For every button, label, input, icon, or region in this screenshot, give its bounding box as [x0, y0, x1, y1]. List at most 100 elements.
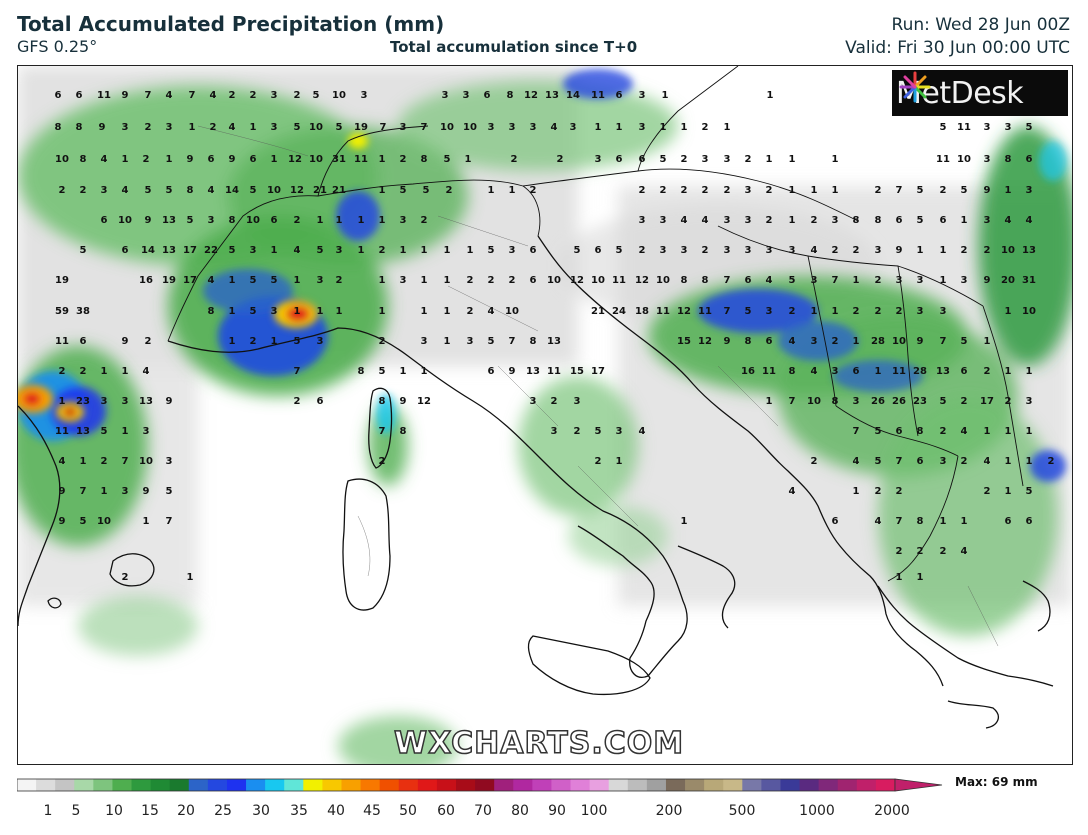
map-value-label: 10 [309, 154, 323, 165]
map-value-label: 3 [766, 245, 773, 256]
map-value-label: 5 [80, 245, 87, 256]
map-value-label: 2 [639, 185, 646, 196]
map-value-label: 3 [442, 90, 449, 101]
map-value-label: 5 [917, 185, 924, 196]
map-value-label: 10 [118, 215, 132, 226]
map-value-label: 1 [421, 366, 428, 377]
map-value-label: 2 [467, 306, 474, 317]
legend-swatch [131, 779, 152, 791]
map-value-label: 2 [745, 154, 752, 165]
map-value-label: 4 [1005, 215, 1012, 226]
legend-swatch [856, 779, 877, 791]
map-value-label: 1 [379, 275, 386, 286]
map-value-label: 2 [574, 426, 581, 437]
map-value-label: 11 [612, 275, 626, 286]
map-value-label: 3 [122, 396, 129, 407]
map-value-label: 5 [1026, 122, 1033, 133]
map-value-label: 11 [547, 366, 561, 377]
map-value-label: 4 [59, 456, 66, 467]
map-value-label: 6 [940, 215, 947, 226]
legend-tick-label: 35 [290, 803, 308, 819]
map-value-label: 6 [208, 154, 215, 165]
legend-swatch [551, 779, 572, 791]
map-value-label: 7 [724, 275, 731, 286]
map-value-label: 2 [595, 456, 602, 467]
map-value-label: 1 [940, 245, 947, 256]
map-value-label: 6 [616, 90, 623, 101]
map-value-label: 4 [488, 306, 495, 317]
map-value-label: 3 [702, 154, 709, 165]
map-value-label: 3 [917, 275, 924, 286]
map-value-label: 2 [143, 154, 150, 165]
map-value-label: 17 [980, 396, 994, 407]
map-value-label: 2 [702, 245, 709, 256]
map-value-label: 1 [444, 306, 451, 317]
value-labels: 6 6 11 9 7 4 7 4 2 2 3 2 5 10 3 3 3 6 8 12 13 14 11 6 3 1 18 8 9 3 2 3 1… [55, 90, 1055, 583]
map-value-label: 9 [143, 486, 150, 497]
wxcharts-watermark: WXCHARTS.COM [393, 725, 685, 762]
precipitation-map: 6 6 11 9 7 4 7 4 2 2 3 2 5 10 3 3 3 6 8 12 13 14 11 6 3 1 1 8 8 9 3 2 3 1… [17, 65, 1073, 765]
legend-tick-label: 10 [105, 803, 123, 819]
map-value-label: 1 [616, 122, 623, 133]
map-value-label: 4 [229, 122, 236, 133]
map-value-label: 28 [913, 366, 927, 377]
map-value-label: 12 [677, 306, 691, 317]
map-value-label: 7 [379, 426, 386, 437]
map-value-label: 14 [141, 245, 155, 256]
map-value-label: 12 [290, 185, 304, 196]
max-value-label: Max: 69 mm [955, 775, 1038, 789]
map-value-label: 13 [1022, 245, 1036, 256]
map-value-label: 2 [961, 245, 968, 256]
map-value-label: 3 [509, 122, 516, 133]
map-value-label: 5 [145, 185, 152, 196]
map-value-label: 1 [509, 185, 516, 196]
map-value-label: 5 [229, 245, 236, 256]
map-value-label: 1 [400, 366, 407, 377]
map-value-label: 9 [984, 275, 991, 286]
map-value-label: 1 [271, 336, 278, 347]
map-value-label: 2 [145, 122, 152, 133]
map-value-label: 1 [940, 516, 947, 527]
map-value-label: 14 [225, 185, 239, 196]
map-value-label: 7 [896, 516, 903, 527]
map-value-label: 3 [101, 396, 108, 407]
map-value-label: 1 [616, 456, 623, 467]
map-value-label: 1 [896, 572, 903, 583]
map-value-label: 5 [313, 90, 320, 101]
map-value-label: 1 [984, 336, 991, 347]
legend-swatch [875, 779, 896, 791]
map-value-label: 3 [421, 336, 428, 347]
map-value-label: 4 [853, 456, 860, 467]
map-value-label: 3 [724, 245, 731, 256]
map-value-label: 1 [1026, 426, 1033, 437]
legend-tick-label: 2000 [874, 803, 910, 819]
legend-tick-label: 25 [214, 803, 232, 819]
map-value-label: 1 [832, 185, 839, 196]
map-value-label: 5 [101, 426, 108, 437]
map-value-label: 7 [509, 336, 516, 347]
map-value-label: 5 [875, 426, 882, 437]
map-value-label: 1 [1026, 366, 1033, 377]
map-value-label: 1 [766, 154, 773, 165]
map-value-label: 3 [271, 90, 278, 101]
map-value-label: 38 [76, 306, 90, 317]
map-value-label: 2 [681, 185, 688, 196]
map-value-label: 1 [379, 306, 386, 317]
legend-swatch [284, 779, 304, 791]
map-value-label: 9 [59, 516, 66, 527]
map-value-label: 5 [745, 306, 752, 317]
map-value-label: 5 [616, 245, 623, 256]
map-value-label: 8 [832, 396, 839, 407]
map-value-label: 3 [789, 245, 796, 256]
legend-color-bar [17, 778, 896, 792]
map-value-label: 1 [421, 275, 428, 286]
map-value-label: 3 [853, 396, 860, 407]
map-value-label: 7 [789, 396, 796, 407]
map-value-label: 10 [1001, 245, 1015, 256]
map-value-label: 9 [145, 215, 152, 226]
map-value-label: 4 [122, 185, 129, 196]
map-value-label: 3 [639, 122, 646, 133]
map-value-label: 4 [789, 486, 796, 497]
map-value-label: 1 [766, 396, 773, 407]
map-value-label: 2 [294, 215, 301, 226]
